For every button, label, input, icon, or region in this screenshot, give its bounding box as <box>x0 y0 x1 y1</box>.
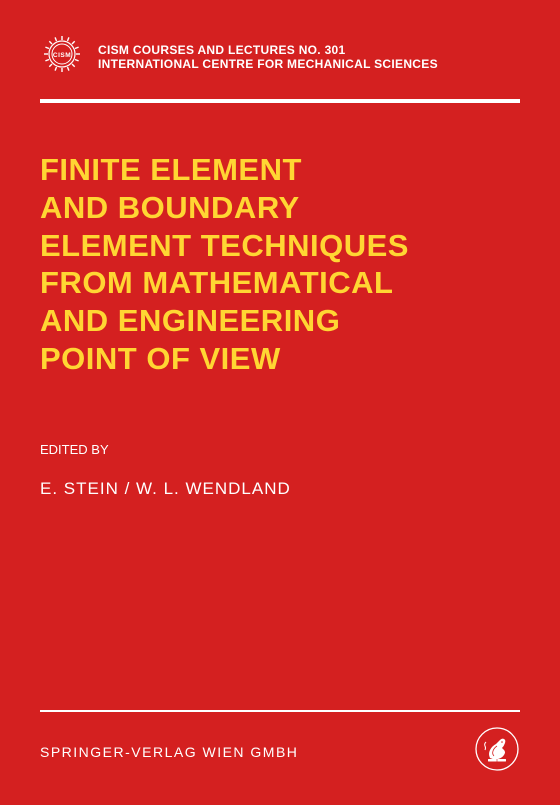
series-line-1: CISM COURSES AND LECTURES NO. 301 <box>98 43 438 57</box>
title-line: FROM MATHEMATICAL <box>40 264 520 302</box>
springer-horse-icon <box>474 726 520 777</box>
spacer <box>40 499 520 710</box>
series-line-2: INTERNATIONAL CENTRE FOR MECHANICAL SCIE… <box>98 57 438 71</box>
svg-text:CISM: CISM <box>53 52 71 59</box>
series-header-text: CISM COURSES AND LECTURES NO. 301 INTERN… <box>98 43 438 71</box>
title-line: POINT OF VIEW <box>40 340 520 378</box>
editors-names: E. STEIN / W. L. WENDLAND <box>40 479 520 499</box>
title-line: AND BOUNDARY <box>40 189 520 227</box>
book-title: FINITE ELEMENT AND BOUNDARY ELEMENT TECH… <box>40 151 520 378</box>
top-rule <box>40 99 520 103</box>
cism-logo-icon: CISM <box>40 32 84 81</box>
title-line: ELEMENT TECHNIQUES <box>40 227 520 265</box>
edited-by-label: EDITED BY <box>40 442 520 457</box>
editors-block: EDITED BY E. STEIN / W. L. WENDLAND <box>40 442 520 499</box>
title-line: FINITE ELEMENT <box>40 151 520 189</box>
bottom-rule <box>40 710 520 712</box>
publisher-name: SPRINGER-VERLAG WIEN GMBH <box>40 744 298 760</box>
book-cover: CISM CISM COURSES AND LECTURES NO. 301 I… <box>0 0 560 805</box>
series-header: CISM CISM COURSES AND LECTURES NO. 301 I… <box>40 32 520 99</box>
footer: SPRINGER-VERLAG WIEN GMBH <box>40 726 520 777</box>
title-line: AND ENGINEERING <box>40 302 520 340</box>
